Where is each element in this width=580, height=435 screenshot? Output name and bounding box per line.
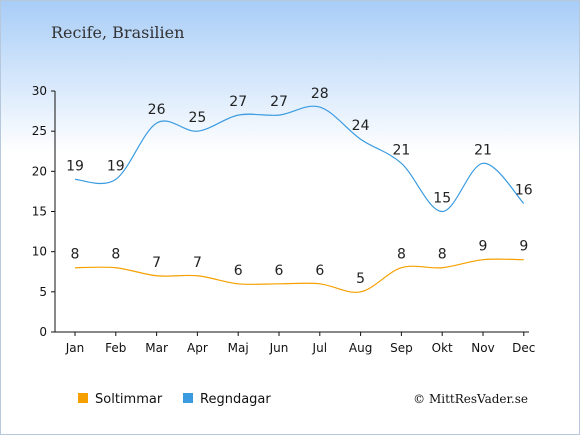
data-label-soltimmar: 9 — [519, 239, 528, 255]
data-label-soltimmar: 6 — [315, 263, 324, 279]
x-tick-label: Jan — [65, 341, 85, 355]
data-label-soltimmar: 8 — [111, 247, 120, 263]
data-label-regndagar: 21 — [474, 142, 492, 158]
legend-swatch-regndagar — [183, 393, 193, 403]
series-line-soltimmar — [74, 258, 524, 293]
legend-label-regndagar: Regndagar — [200, 392, 271, 407]
y-tick-label: 10 — [32, 245, 47, 259]
chart-title: Recife, Brasilien — [51, 23, 184, 42]
data-label-regndagar: 26 — [148, 102, 166, 118]
x-tick-label: Aug — [349, 341, 372, 355]
y-tick-label: 5 — [39, 285, 47, 299]
data-label-soltimmar: 8 — [397, 247, 406, 263]
legend-swatch-soltimmar — [78, 393, 88, 403]
x-tick-label: Dec — [512, 341, 535, 355]
series-line-regndagar — [74, 105, 525, 213]
y-tick-label: 0 — [39, 325, 47, 339]
data-label-regndagar: 24 — [352, 118, 370, 134]
data-label-regndagar: 27 — [229, 94, 247, 110]
data-label-regndagar: 15 — [433, 191, 451, 207]
data-label-soltimmar: 8 — [71, 247, 80, 263]
credit-text: © MittResVader.se — [413, 392, 528, 406]
data-label-soltimmar: 5 — [356, 271, 365, 287]
legend-label-soltimmar: Soltimmar — [95, 392, 163, 407]
x-tick-label: Sep — [390, 341, 413, 355]
x-tick-label: Maj — [228, 341, 249, 355]
data-label-soltimmar: 6 — [275, 263, 284, 279]
data-label-soltimmar: 6 — [234, 263, 243, 279]
legend: Soltimmar Regndagar — [78, 392, 271, 407]
x-tick-label: Okt — [432, 341, 453, 355]
axes: 0 5 10 15 20 25 30 Jan Feb Mar Apr Maj Jun Jul Aug Sep O… — [32, 84, 536, 355]
x-tick-label: Feb — [105, 341, 126, 355]
x-tick-label: Mar — [145, 341, 168, 355]
series-layer — [74, 105, 525, 293]
x-tick-label: Nov — [471, 341, 494, 355]
x-tick-label: Apr — [187, 341, 208, 355]
data-label-soltimmar: 7 — [152, 255, 161, 271]
data-label-soltimmar: 7 — [193, 255, 202, 271]
data-label-regndagar: 19 — [107, 158, 125, 174]
y-tick-label: 15 — [32, 205, 47, 219]
data-label-regndagar: 27 — [270, 94, 288, 110]
x-tick-label: Jul — [312, 341, 327, 355]
data-labels: 8 8 7 7 6 6 6 5 8 8 9 9 19 19 26 25 27 27 28 24 21 15 21 16 — [66, 86, 533, 287]
data-label-regndagar: 19 — [66, 158, 84, 174]
data-label-regndagar: 28 — [311, 86, 329, 102]
data-label-regndagar: 25 — [188, 110, 206, 126]
y-tick-label: 30 — [32, 84, 47, 98]
data-label-soltimmar: 8 — [438, 247, 447, 263]
data-label-soltimmar: 9 — [479, 239, 488, 255]
data-label-regndagar: 21 — [392, 142, 410, 158]
y-tick-label: 25 — [32, 124, 47, 138]
x-tick-label: Jun — [269, 341, 289, 355]
data-label-regndagar: 16 — [515, 182, 533, 198]
y-tick-label: 20 — [32, 164, 47, 178]
